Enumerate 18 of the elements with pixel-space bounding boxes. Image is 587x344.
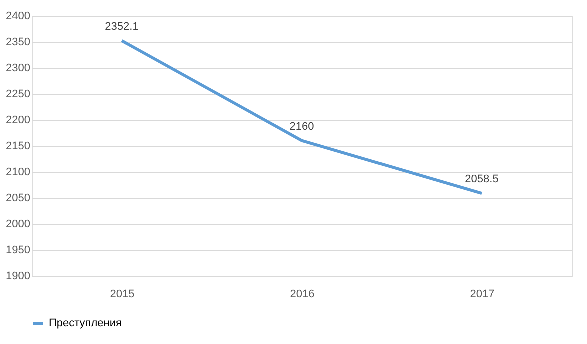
y-tick-label: 2000 [6, 218, 30, 230]
y-tick-label: 1900 [6, 270, 30, 282]
y-tick-label: 1950 [6, 244, 30, 256]
y-tick-label: 2400 [6, 10, 30, 22]
data-label: 2352.1 [105, 20, 139, 33]
data-label: 2058.5 [465, 174, 499, 186]
x-tick-label: 2015 [110, 288, 135, 300]
x-tick-label: 2016 [290, 288, 315, 300]
data-label: 2160 [290, 120, 314, 133]
y-tick-label: 2350 [6, 36, 30, 48]
y-tick-label: 2200 [6, 114, 30, 126]
y-tick-label: 2050 [6, 192, 30, 204]
legend-label: Преступления [49, 318, 122, 330]
y-tick-label: 2150 [6, 140, 30, 152]
x-tick-label: 2017 [470, 288, 495, 300]
y-tick-label: 2250 [6, 88, 30, 100]
y-tick-label: 2100 [6, 166, 30, 178]
y-tick-label: 2300 [6, 62, 30, 74]
